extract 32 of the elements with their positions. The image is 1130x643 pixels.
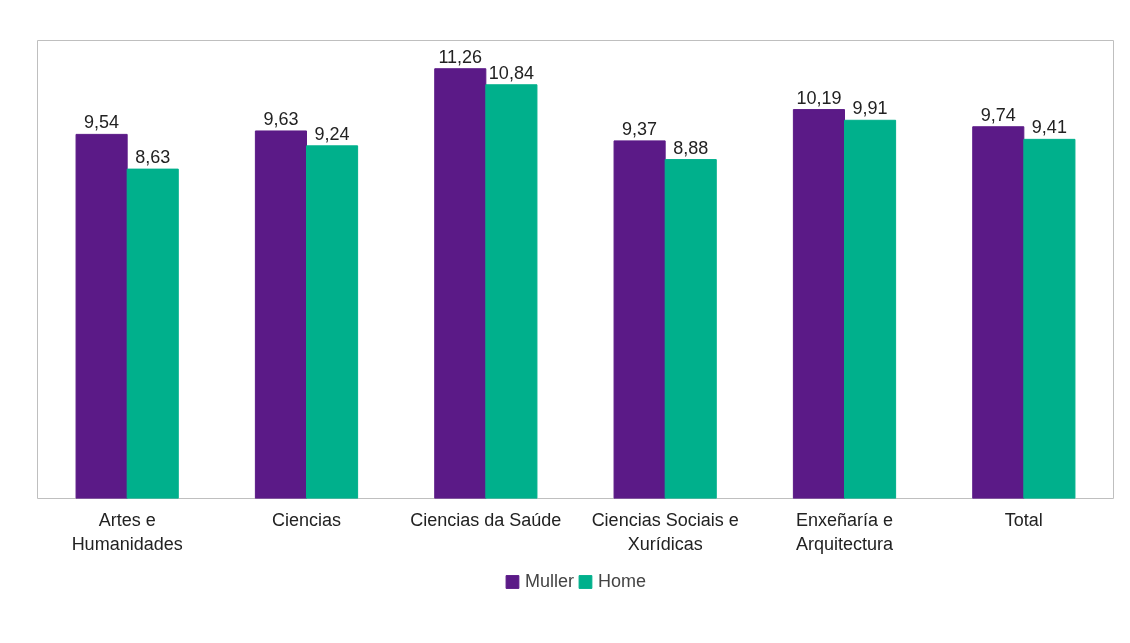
bar	[613, 140, 666, 499]
x-tick-label: Ciencias	[271, 509, 342, 530]
x-tick-label: Total	[1004, 509, 1043, 530]
data-label: 9,37	[622, 118, 658, 139]
bar	[126, 168, 179, 499]
x-tick-label: Enxeñaría e Arquitectura	[795, 509, 895, 554]
bar	[844, 119, 897, 499]
bar	[485, 84, 538, 499]
data-label: 8,63	[135, 147, 171, 168]
data-label: 11,26	[438, 46, 483, 67]
bar	[792, 109, 845, 499]
x-tick-label: Ciencias da Saúde	[410, 509, 562, 530]
data-label: 9,41	[1031, 117, 1067, 138]
bar	[75, 133, 128, 499]
data-label: 9,74	[980, 104, 1016, 125]
data-label: 8,88	[673, 137, 709, 158]
legend-label: Muller	[524, 570, 574, 592]
data-label: 9,54	[84, 112, 120, 133]
legend-label: Home	[598, 570, 647, 592]
bar	[434, 68, 487, 499]
data-label: 9,63	[263, 108, 299, 129]
x-tick-label: Artes e Humanidades	[71, 509, 183, 554]
bar	[1023, 138, 1076, 499]
bar	[972, 126, 1025, 499]
x-tick-label: Ciencias Sociais e Xurídicas	[591, 509, 739, 554]
bar	[664, 159, 717, 499]
bar	[306, 145, 359, 499]
bar	[254, 130, 307, 499]
data-label: 9,91	[852, 98, 888, 119]
data-label: 10,19	[796, 87, 842, 108]
data-label: 9,24	[314, 123, 350, 144]
data-label: 10,84	[488, 62, 534, 83]
